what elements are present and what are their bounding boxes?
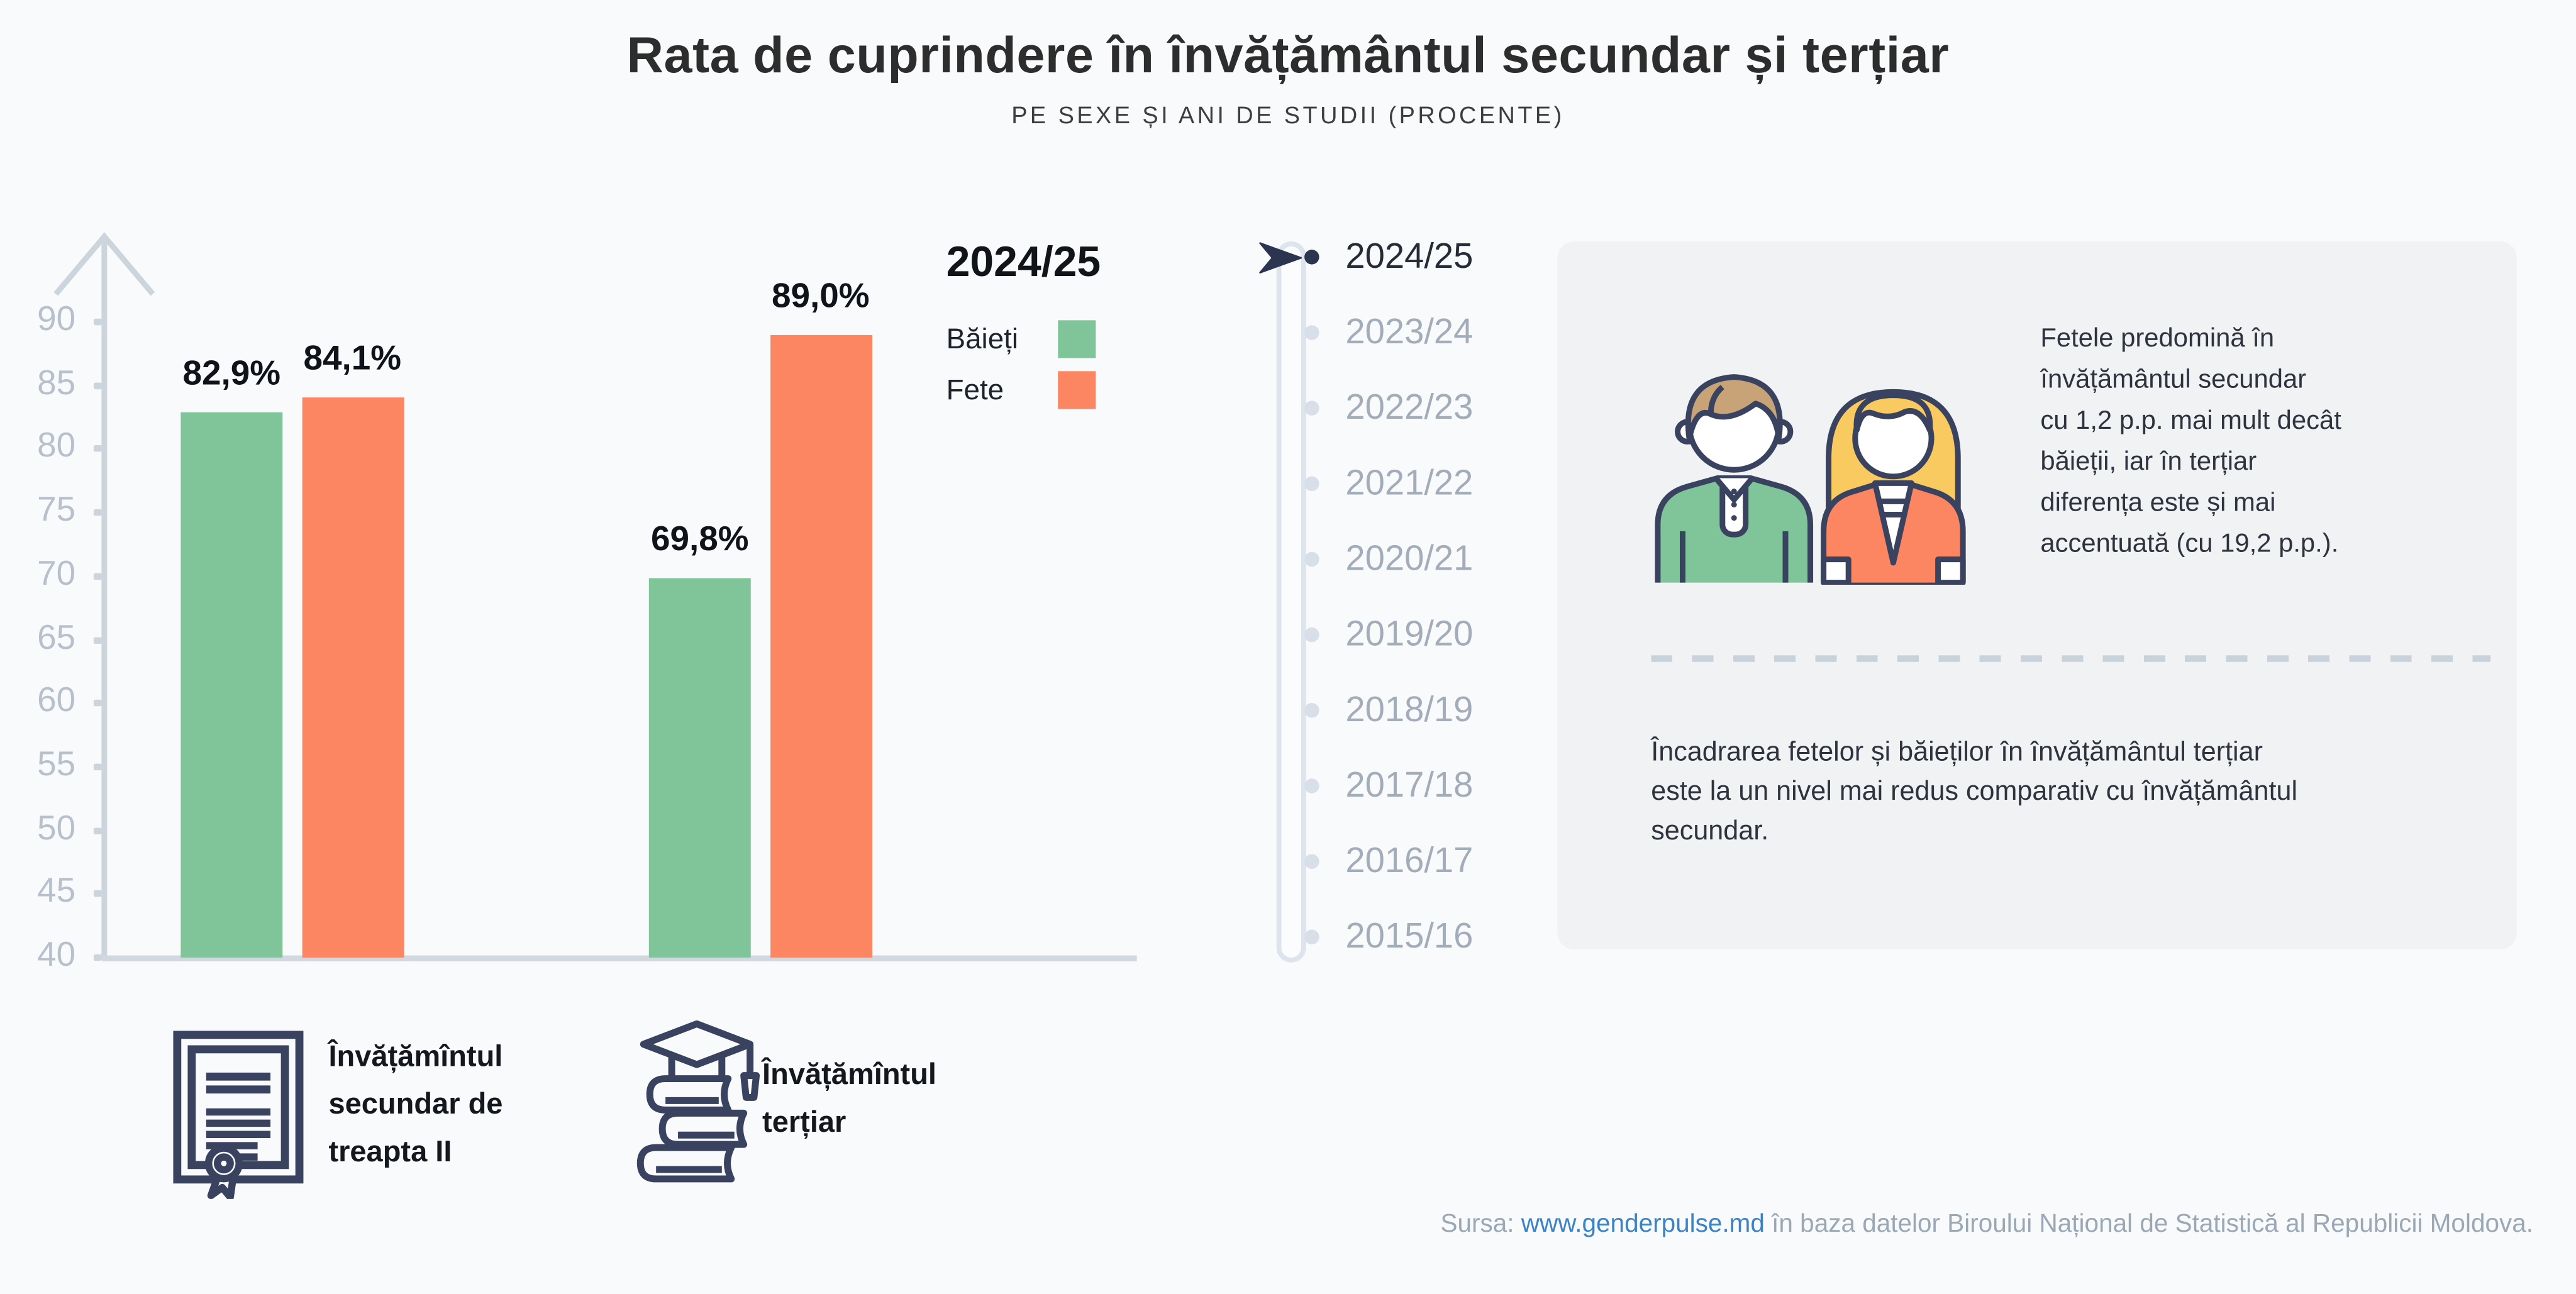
legend-item-băieți: Băieți xyxy=(947,320,1096,358)
y-tick-mark xyxy=(93,954,102,961)
timeline-year-2023-24[interactable]: 2023/24 xyxy=(1345,312,1474,352)
source-line: Sursa: www.genderpulse.md în baza datelo… xyxy=(1440,1210,2533,1240)
legend: Băieți Fete xyxy=(947,320,1096,422)
y-tick-label: 50 xyxy=(37,809,76,847)
girl-icon xyxy=(1821,389,1966,585)
source-prefix: Sursa: xyxy=(1440,1210,1521,1239)
bar-value-label: 69,8% xyxy=(651,521,749,560)
certificate-icon xyxy=(173,1031,304,1199)
timeline-dot-2015-16[interactable] xyxy=(1304,929,1319,945)
timeline-dot-2020-21[interactable] xyxy=(1304,551,1319,567)
timeline-dot-2017-18[interactable] xyxy=(1304,778,1319,794)
page-subtitle: PE SEXE ȘI ANI DE STUDII (PROCENTE) xyxy=(1011,103,1565,130)
source-suffix: în baza datelor Biroului Național de Sta… xyxy=(1764,1210,2534,1239)
bar-value-label: 82,9% xyxy=(182,355,281,393)
timeline-dot-2023-24[interactable] xyxy=(1304,325,1319,340)
legend-item-label: Băieți xyxy=(946,321,1018,355)
source-link[interactable]: www.genderpulse.md xyxy=(1521,1210,1765,1239)
legend-swatch-fete xyxy=(1058,371,1096,409)
y-tick-mark xyxy=(93,763,102,770)
timeline-dot-2024-25[interactable] xyxy=(1304,250,1319,265)
timeline-year-2020-21[interactable]: 2020/21 xyxy=(1345,538,1474,578)
boy-icon xyxy=(1655,374,1814,583)
y-tick-label: 80 xyxy=(37,428,76,466)
timeline-year-2024-25[interactable]: 2024/25 xyxy=(1345,236,1474,276)
panel-paragraph-secondary: Fetele predomină în învățământul secunda… xyxy=(2040,325,2341,559)
y-tick-mark xyxy=(93,636,102,643)
bar-value-label: 84,1% xyxy=(303,339,402,377)
y-tick-label: 65 xyxy=(37,618,76,656)
timeline-year-2017-18[interactable]: 2017/18 xyxy=(1345,765,1474,805)
y-tick-mark xyxy=(93,573,102,580)
timeline-year-2015-16[interactable]: 2015/16 xyxy=(1345,916,1474,956)
timeline-year-2019-20[interactable]: 2019/20 xyxy=(1345,614,1474,654)
y-tick-mark xyxy=(93,318,102,326)
bar-băieți-1[interactable] xyxy=(180,412,283,958)
timeline-dot-2018-19[interactable] xyxy=(1304,703,1319,718)
bar-fete-2[interactable] xyxy=(769,335,872,958)
y-tick-mark xyxy=(93,890,102,898)
timeline-year-2016-17[interactable]: 2016/17 xyxy=(1345,841,1474,881)
legend-item-fete: Fete xyxy=(947,371,1096,409)
y-tick-mark xyxy=(93,509,102,516)
children-illustration xyxy=(1655,374,1966,585)
timeline-year-2018-19[interactable]: 2018/19 xyxy=(1345,690,1474,729)
y-tick-label: 85 xyxy=(37,364,76,402)
category-label-secondary: Învățămîntul secundar de treapta II xyxy=(328,1039,503,1168)
timeline-arrow-icon xyxy=(1259,242,1302,274)
y-tick-label: 55 xyxy=(37,745,76,783)
legend-item-label: Fete xyxy=(946,372,1004,406)
timeline-dot-2022-23[interactable] xyxy=(1304,401,1319,416)
legend-swatch-băieți xyxy=(1058,320,1096,358)
y-tick-label: 75 xyxy=(37,491,76,529)
panel-paragraph-tertiary: Încadrarea fetelor și băieților în învăț… xyxy=(1651,737,2298,846)
dashed-divider xyxy=(1651,655,2491,662)
y-tick-label: 70 xyxy=(37,555,76,593)
y-tick-mark xyxy=(93,700,102,707)
y-tick-label: 40 xyxy=(37,936,76,975)
bar-value-label: 89,0% xyxy=(771,277,870,315)
y-tick-label: 45 xyxy=(37,872,76,910)
bar-băieți-2[interactable] xyxy=(648,578,751,958)
page-title: Rata de cuprindere în învățământul secun… xyxy=(626,26,1950,84)
bar-fete-1[interactable] xyxy=(301,397,404,958)
y-axis xyxy=(53,232,1137,961)
y-tick-label: 90 xyxy=(37,301,76,339)
timeline-dot-2016-17[interactable] xyxy=(1304,854,1319,869)
y-tick-mark xyxy=(93,445,102,453)
y-tick-mark xyxy=(93,827,102,834)
category-label-tertiary: Învățămîntul terțiar xyxy=(762,1058,936,1139)
timeline-dot-2019-20[interactable] xyxy=(1304,627,1319,643)
timeline-track xyxy=(1276,241,1306,963)
info-panel: Fetele predomină în învățământul secunda… xyxy=(1557,241,2517,949)
timeline-dot-2021-22[interactable] xyxy=(1304,476,1319,492)
timeline-year-2021-22[interactable]: 2021/22 xyxy=(1345,463,1474,503)
y-tick-label: 60 xyxy=(37,682,76,720)
y-tick-mark xyxy=(93,382,102,389)
timeline-year-2022-23[interactable]: 2022/23 xyxy=(1345,387,1474,428)
legend-year: 2024/25 xyxy=(946,236,1101,286)
books-graduation-icon xyxy=(636,1020,760,1183)
